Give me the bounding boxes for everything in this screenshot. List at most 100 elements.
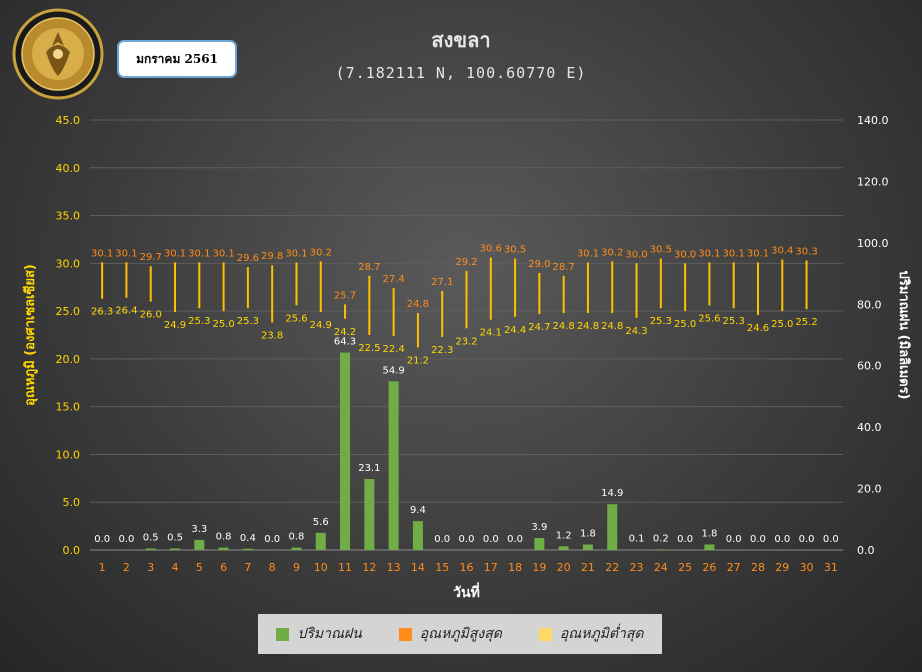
rain-data-label: 1.8 (701, 528, 717, 539)
left-axis-tick-label: 10.0 (56, 448, 81, 461)
rain-data-label: 0.0 (459, 534, 475, 545)
tmax-data-label: 30.1 (164, 248, 186, 259)
x-axis-tick-label: 13 (387, 561, 401, 574)
left-axis-tick-label: 0.0 (63, 544, 81, 557)
right-axis-tick-label: 40.0 (857, 421, 882, 434)
tmax-data-label: 29.0 (528, 259, 550, 270)
tmax-data-label: 25.7 (334, 290, 356, 301)
x-axis-title: วันที่ (453, 582, 480, 601)
tmin-data-label: 23.8 (261, 331, 283, 342)
rain-bar (388, 381, 399, 550)
tmax-data-label: 30.2 (601, 247, 623, 258)
x-axis-tick-label: 6 (220, 561, 227, 574)
tmin-data-label: 24.8 (601, 321, 623, 332)
rain-data-label: 64.3 (334, 337, 356, 348)
tmd-logo-icon (12, 8, 104, 100)
legend-label-tmin: อุณหภูมิต่ำสุด (559, 626, 644, 642)
rain-bar (340, 352, 351, 550)
legend-item-tmin: อุณหภูมิต่ำสุด (538, 623, 644, 645)
tmax-data-label: 30.0 (674, 249, 696, 260)
rain-data-label: 0.4 (240, 533, 256, 544)
tmax-data-label: 30.1 (212, 248, 234, 259)
rain-data-label: 9.4 (410, 505, 426, 516)
x-axis-tick-label: 24 (654, 561, 668, 574)
x-axis-tick-label: 23 (630, 561, 644, 574)
tmin-data-label: 25.3 (237, 316, 259, 327)
x-axis-tick-label: 22 (605, 561, 619, 574)
rain-data-label: 0.0 (94, 534, 110, 545)
x-axis-tick-label: 29 (775, 561, 789, 574)
tmin-data-label: 22.3 (431, 345, 453, 356)
tmin-data-label: 25.3 (650, 316, 672, 327)
tmin-data-label: 24.2 (334, 327, 356, 338)
rain-data-label: 5.6 (313, 517, 329, 528)
legend-swatch-rain (276, 627, 290, 641)
left-axis-tick-label: 5.0 (63, 496, 81, 509)
left-axis-tick-label: 25.0 (56, 305, 81, 318)
left-axis-tick-label: 35.0 (56, 210, 81, 223)
rain-data-label: 0.0 (483, 534, 499, 545)
rain-data-label: 0.8 (289, 532, 305, 543)
x-axis-tick-label: 20 (557, 561, 571, 574)
tmin-data-label: 26.3 (91, 307, 113, 318)
x-axis-tick-label: 27 (727, 561, 741, 574)
x-axis-tick-label: 18 (508, 561, 522, 574)
x-axis-tick-label: 31 (824, 561, 838, 574)
left-axis-tick-label: 15.0 (56, 401, 81, 414)
rain-data-label: 0.2 (653, 533, 669, 544)
tmax-data-label: 30.3 (795, 246, 817, 257)
rain-data-label: 0.5 (143, 532, 159, 543)
tmin-data-label: 24.7 (528, 322, 550, 333)
tmax-data-label: 30.1 (115, 248, 137, 259)
rain-bar (558, 546, 569, 550)
legend-swatch-tmin (538, 627, 552, 641)
tmin-data-label: 25.3 (188, 316, 210, 327)
rain-data-label: 0.0 (507, 534, 523, 545)
x-axis-tick-label: 30 (800, 561, 814, 574)
x-axis-tick-label: 11 (338, 561, 352, 574)
x-axis-tick-label: 7 (244, 561, 251, 574)
x-axis-tick-label: 4 (172, 561, 179, 574)
x-axis-tick-label: 14 (411, 561, 425, 574)
tmax-data-label: 29.8 (261, 251, 283, 262)
tmin-data-label: 24.3 (625, 326, 647, 337)
rain-bar (607, 504, 618, 550)
tmax-data-label: 30.1 (577, 248, 599, 259)
tmin-data-label: 26.0 (140, 310, 162, 321)
tmax-data-label: 29.2 (455, 257, 477, 268)
tmax-data-label: 30.1 (698, 248, 720, 259)
rain-data-label: 3.3 (191, 524, 207, 535)
x-axis-tick-label: 21 (581, 561, 595, 574)
tmin-data-label: 23.2 (455, 336, 477, 347)
month-label: มกราคม 2561 (117, 40, 237, 78)
legend: ปริมาณฝน อุณหภูมิสูงสุด อุณหภูมิต่ำสุด (258, 614, 662, 654)
rain-data-label: 54.9 (382, 365, 404, 376)
rain-data-label: 1.2 (556, 530, 572, 541)
right-axis-tick-label: 120.0 (857, 175, 889, 188)
rain-data-label: 0.0 (118, 534, 134, 545)
x-axis-tick-label: 2 (123, 561, 130, 574)
tmax-data-label: 30.1 (188, 248, 210, 259)
x-axis-tick-label: 8 (269, 561, 276, 574)
rain-data-label: 0.0 (774, 534, 790, 545)
x-axis-tick-label: 28 (751, 561, 765, 574)
tmin-data-label: 24.1 (480, 328, 502, 339)
rain-bar (218, 547, 229, 550)
tmax-data-label: 30.1 (723, 248, 745, 259)
tmax-data-label: 30.4 (771, 246, 793, 257)
right-axis-tick-label: 0.0 (857, 544, 875, 557)
legend-label-tmax: อุณหภูมิสูงสุด (419, 626, 502, 642)
tmin-data-label: 25.2 (795, 317, 817, 328)
x-axis-tick-label: 3 (147, 561, 154, 574)
rain-bar (412, 521, 423, 550)
x-axis-tick-label: 16 (460, 561, 474, 574)
tmax-data-label: 30.2 (310, 247, 332, 258)
tmin-data-label: 24.6 (747, 323, 769, 334)
left-axis-tick-label: 40.0 (56, 162, 81, 175)
right-axis-title: ปริมาณฝน (มิลลิเมตร) (896, 270, 911, 399)
x-axis-tick-label: 19 (532, 561, 546, 574)
rain-data-label: 14.9 (601, 488, 623, 499)
x-axis-tick-label: 25 (678, 561, 692, 574)
rain-data-label: 0.8 (216, 532, 232, 543)
legend-swatch-tmax (398, 627, 412, 641)
